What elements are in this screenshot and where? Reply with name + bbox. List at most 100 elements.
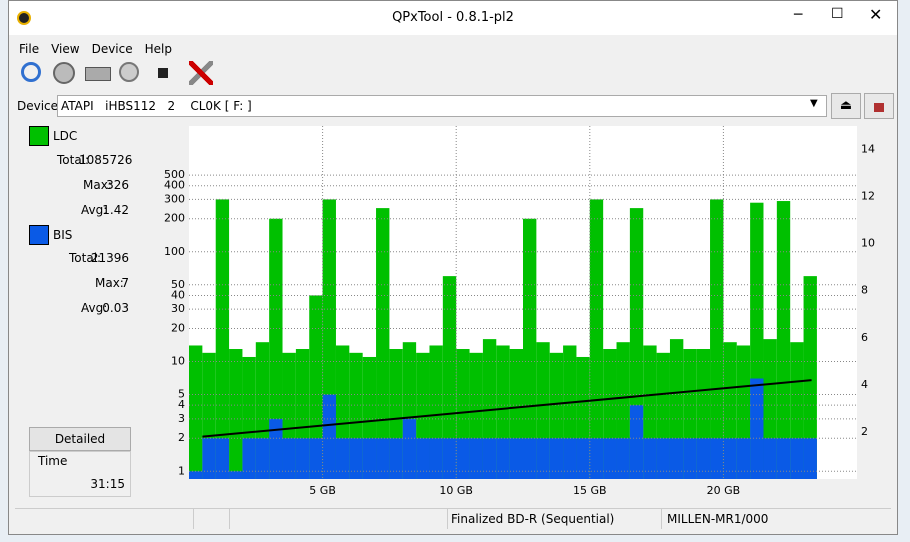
stop-icon[interactable] bbox=[158, 68, 168, 78]
app-icon bbox=[17, 11, 31, 25]
y-tick-label: 10 bbox=[171, 355, 185, 368]
bar bbox=[335, 438, 350, 479]
bar bbox=[523, 218, 537, 479]
bar bbox=[549, 438, 564, 479]
status-sep bbox=[229, 509, 230, 529]
menu-item[interactable]: Device bbox=[91, 42, 133, 56]
bar bbox=[269, 218, 283, 479]
bar bbox=[282, 438, 296, 479]
ldc-swatch bbox=[29, 126, 49, 146]
device-select[interactable]: ATAPI iHBS112 2 CL0K [ F: ] ▼ bbox=[57, 95, 827, 117]
y2-tick-label: 12 bbox=[861, 190, 875, 203]
status-sep bbox=[661, 509, 662, 529]
ldc-max-label: Max: bbox=[83, 178, 112, 192]
y-tick-label: 2 bbox=[178, 431, 185, 444]
bar bbox=[523, 438, 537, 479]
x-tick-label: 10 GB bbox=[439, 484, 473, 497]
refresh-icon[interactable] bbox=[21, 62, 41, 82]
bar bbox=[629, 405, 644, 479]
bar bbox=[376, 208, 390, 479]
bar bbox=[736, 438, 751, 479]
status-sep bbox=[193, 509, 194, 529]
x-tick-label: 20 GB bbox=[707, 484, 741, 497]
minimize[interactable]: ─ bbox=[794, 7, 803, 23]
status-bar: Finalized BD-R (Sequential) MILLEN-MR1/0… bbox=[15, 508, 891, 529]
x-tick-label: 5 GB bbox=[309, 484, 336, 497]
ldc-max: 326 bbox=[106, 178, 129, 192]
y-tick-label: 500 bbox=[164, 168, 185, 181]
bar bbox=[229, 471, 243, 479]
y-tick-label: 400 bbox=[164, 179, 185, 192]
bis-max-label: Max: bbox=[95, 276, 124, 290]
bar bbox=[563, 438, 577, 479]
window-title: QPxTool - 0.8.1-pl2 bbox=[392, 10, 514, 25]
bar bbox=[389, 438, 403, 479]
close[interactable]: ✕ bbox=[869, 5, 883, 24]
bar bbox=[309, 438, 323, 479]
menu-item[interactable]: File bbox=[19, 42, 40, 56]
disc-icon[interactable] bbox=[53, 62, 75, 84]
bar bbox=[496, 438, 510, 479]
bar bbox=[750, 378, 764, 479]
bar bbox=[322, 394, 336, 479]
bar bbox=[790, 438, 804, 479]
y-tick-label: 200 bbox=[164, 212, 185, 225]
ldc-total-label: Total: bbox=[57, 153, 90, 167]
bar bbox=[536, 438, 550, 479]
chart: 1234510203040501002003004005002468101214… bbox=[164, 126, 875, 497]
eject-button[interactable]: ⏏ bbox=[831, 93, 861, 119]
bis-swatch bbox=[29, 225, 49, 245]
ldc-total: 1085726 bbox=[79, 153, 133, 167]
bar bbox=[683, 438, 697, 479]
y2-tick-label: 2 bbox=[861, 425, 868, 438]
bar bbox=[255, 438, 270, 479]
bar bbox=[362, 438, 377, 479]
y2-tick-label: 4 bbox=[861, 378, 868, 391]
bar bbox=[589, 438, 604, 479]
bar bbox=[763, 438, 777, 479]
bar bbox=[776, 438, 791, 479]
bar bbox=[442, 438, 457, 479]
settings-icon[interactable] bbox=[189, 61, 213, 85]
bar bbox=[349, 438, 363, 479]
status-media: Finalized BD-R (Sequential) bbox=[451, 512, 615, 526]
y-tick-label: 50 bbox=[171, 278, 185, 291]
bar bbox=[429, 438, 443, 479]
bar bbox=[482, 438, 497, 479]
dropdown-arrow: ▼ bbox=[810, 98, 818, 109]
y-tick-label: 1 bbox=[178, 464, 185, 477]
bar bbox=[376, 438, 390, 479]
x-tick-label: 15 GB bbox=[573, 484, 607, 497]
bar bbox=[242, 438, 256, 479]
menu-item[interactable]: Help bbox=[144, 42, 172, 56]
bar bbox=[603, 438, 617, 479]
bar bbox=[295, 438, 310, 479]
bar bbox=[189, 345, 203, 479]
maximize[interactable]: ☐ bbox=[831, 6, 844, 22]
bar bbox=[229, 349, 243, 479]
menu-bar: File View Device Help bbox=[19, 38, 184, 56]
lock-button[interactable] bbox=[864, 93, 894, 119]
y-tick-label: 300 bbox=[164, 192, 185, 205]
y-tick-label: 4 bbox=[178, 398, 185, 411]
bar bbox=[215, 199, 230, 480]
device-name: ATAPI iHBS112 2 CL0K [ F: ] bbox=[61, 99, 252, 113]
bar bbox=[215, 438, 230, 479]
bar bbox=[469, 438, 483, 479]
detailed-button[interactable]: Detailed bbox=[29, 427, 131, 451]
drive-icon[interactable] bbox=[85, 67, 111, 81]
menu-item[interactable]: View bbox=[51, 42, 80, 56]
bar bbox=[442, 276, 457, 479]
y-tick-label: 40 bbox=[171, 288, 185, 301]
bar bbox=[456, 438, 470, 479]
lock-icon bbox=[874, 103, 884, 112]
y-tick-label: 3 bbox=[178, 412, 185, 425]
bar bbox=[589, 199, 604, 480]
bar bbox=[309, 295, 323, 479]
scan-icon[interactable] bbox=[119, 62, 139, 82]
bar bbox=[202, 438, 216, 479]
bar bbox=[803, 276, 817, 479]
device-label: Device: bbox=[17, 99, 63, 113]
bar bbox=[189, 471, 203, 479]
